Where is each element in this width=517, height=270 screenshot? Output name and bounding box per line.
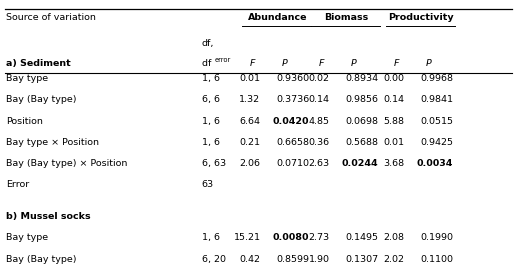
Text: 0.9968: 0.9968 [420,74,453,83]
Text: 0.9425: 0.9425 [420,138,453,147]
Text: 0.0698: 0.0698 [345,117,378,126]
Text: 1.32: 1.32 [239,96,261,104]
Text: a) Sediment: a) Sediment [6,59,71,68]
Text: F: F [250,59,255,68]
Text: 1.90: 1.90 [309,255,329,264]
Text: 0.0080: 0.0080 [272,233,309,242]
Text: Error: Error [6,180,29,190]
Text: Position: Position [6,117,43,126]
Text: Productivity: Productivity [388,13,454,22]
Text: 6, 20: 6, 20 [202,255,226,264]
Text: 0.0420: 0.0420 [272,117,309,126]
Text: 0.36: 0.36 [308,138,329,147]
Text: error: error [215,57,231,63]
Text: 0.1307: 0.1307 [345,255,378,264]
Text: 2.73: 2.73 [308,233,329,242]
Text: 6.64: 6.64 [239,117,261,126]
Text: 1, 6: 1, 6 [202,233,220,242]
Text: F: F [393,59,399,68]
Text: 0.0034: 0.0034 [417,159,453,168]
Text: 0.5688: 0.5688 [345,138,378,147]
Text: 0.9841: 0.9841 [420,96,453,104]
Text: P: P [426,59,432,68]
Text: 0.21: 0.21 [239,138,261,147]
Text: 2.02: 2.02 [384,255,404,264]
Text: 0.1990: 0.1990 [420,233,453,242]
Text: 6, 6: 6, 6 [202,96,220,104]
Text: 0.1495: 0.1495 [345,233,378,242]
Text: 1, 6: 1, 6 [202,138,220,147]
Text: 0.00: 0.00 [384,74,404,83]
Text: Bay type × Position: Bay type × Position [6,138,99,147]
Text: Bay (Bay type): Bay (Bay type) [6,96,77,104]
Text: 0.0515: 0.0515 [420,117,453,126]
Text: 0.8934: 0.8934 [345,74,378,83]
Text: 3.68: 3.68 [383,159,404,168]
Text: 0.1100: 0.1100 [420,255,453,264]
Text: 0.3736: 0.3736 [276,96,309,104]
Text: 2.06: 2.06 [239,159,261,168]
Text: 0.6658: 0.6658 [276,138,309,147]
Text: 63: 63 [202,180,214,190]
Text: 2.63: 2.63 [308,159,329,168]
Text: P: P [282,59,288,68]
Text: 2.08: 2.08 [384,233,404,242]
Text: 0.02: 0.02 [309,74,329,83]
Text: 0.14: 0.14 [384,96,404,104]
Text: 4.85: 4.85 [309,117,329,126]
Text: Bay (Bay type) × Position: Bay (Bay type) × Position [6,159,128,168]
Text: 1, 6: 1, 6 [202,117,220,126]
Text: 0.9360: 0.9360 [276,74,309,83]
Text: 0.8599: 0.8599 [276,255,309,264]
Text: Biomass: Biomass [324,13,368,22]
Text: 1, 6: 1, 6 [202,74,220,83]
Text: Bay (Bay type): Bay (Bay type) [6,255,77,264]
Text: Bay type: Bay type [6,74,48,83]
Text: 0.0244: 0.0244 [341,159,378,168]
Text: F: F [318,59,324,68]
Text: 5.88: 5.88 [384,117,404,126]
Text: 15.21: 15.21 [234,233,261,242]
Text: 0.01: 0.01 [384,138,404,147]
Text: b) Mussel socks: b) Mussel socks [6,212,91,221]
Text: Bay type: Bay type [6,233,48,242]
Text: df,: df, [202,39,214,48]
Text: P: P [351,59,357,68]
Text: Source of variation: Source of variation [6,13,96,22]
Text: 0.0710: 0.0710 [276,159,309,168]
Text: Abundance: Abundance [248,13,307,22]
Text: 0.42: 0.42 [239,255,261,264]
Text: 0.14: 0.14 [309,96,329,104]
Text: 0.9856: 0.9856 [345,96,378,104]
Text: 0.01: 0.01 [239,74,261,83]
Text: df: df [202,59,214,68]
Text: 6, 63: 6, 63 [202,159,226,168]
